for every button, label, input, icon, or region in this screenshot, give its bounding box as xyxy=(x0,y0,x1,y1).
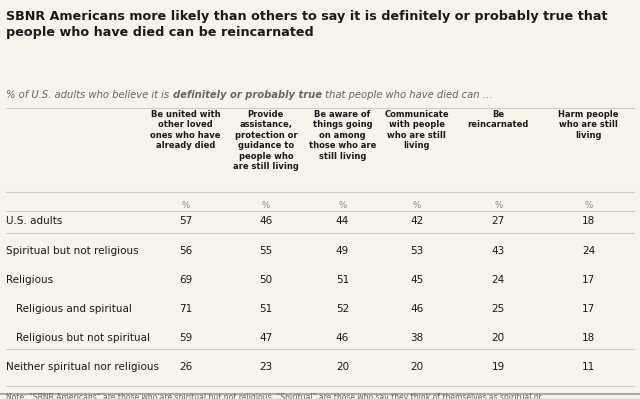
Text: 52: 52 xyxy=(336,304,349,314)
Text: 69: 69 xyxy=(179,275,192,285)
Text: 23: 23 xyxy=(259,362,273,372)
Text: Religious but not spiritual: Religious but not spiritual xyxy=(16,333,150,343)
Text: 18: 18 xyxy=(582,216,595,227)
Text: Be aware of
things going
on among
those who are
still living: Be aware of things going on among those … xyxy=(309,110,376,161)
Text: Religious and spiritual: Religious and spiritual xyxy=(16,304,132,314)
Text: Spiritual but not religious: Spiritual but not religious xyxy=(6,245,139,256)
Text: 20: 20 xyxy=(410,362,423,372)
Text: 42: 42 xyxy=(410,216,423,227)
Text: 19: 19 xyxy=(492,362,505,372)
Text: Harm people
who are still
living: Harm people who are still living xyxy=(558,110,619,140)
Text: 26: 26 xyxy=(179,362,192,372)
Text: 53: 53 xyxy=(410,245,423,256)
Text: 56: 56 xyxy=(179,245,192,256)
Text: 44: 44 xyxy=(336,216,349,227)
Text: 24: 24 xyxy=(582,245,595,256)
Text: %: % xyxy=(182,201,189,211)
Text: Communicate
with people
who are still
living: Communicate with people who are still li… xyxy=(385,110,449,150)
Text: Be
reincarnated: Be reincarnated xyxy=(468,110,529,129)
Text: 45: 45 xyxy=(410,275,423,285)
Text: 25: 25 xyxy=(492,304,505,314)
Text: 46: 46 xyxy=(410,304,423,314)
Text: 57: 57 xyxy=(179,216,192,227)
Text: %: % xyxy=(494,201,502,211)
Text: 24: 24 xyxy=(492,275,505,285)
Text: that people who have died can …: that people who have died can … xyxy=(322,90,492,100)
Text: 46: 46 xyxy=(336,333,349,343)
Text: 17: 17 xyxy=(582,275,595,285)
Text: 49: 49 xyxy=(336,245,349,256)
Text: 51: 51 xyxy=(336,275,349,285)
Text: 38: 38 xyxy=(410,333,423,343)
Text: 50: 50 xyxy=(259,275,273,285)
Text: 47: 47 xyxy=(259,333,273,343)
Text: 20: 20 xyxy=(336,362,349,372)
Text: %: % xyxy=(262,201,270,211)
Text: definitely or probably true: definitely or probably true xyxy=(173,90,322,100)
Text: %: % xyxy=(339,201,347,211)
Text: 20: 20 xyxy=(492,333,505,343)
Text: Provide
assistance,
protection or
guidance to
people who
are still living: Provide assistance, protection or guidan… xyxy=(233,110,299,172)
Text: 27: 27 xyxy=(492,216,505,227)
Text: Be united with
other loved
ones who have
already died: Be united with other loved ones who have… xyxy=(150,110,221,150)
Text: 59: 59 xyxy=(179,333,192,343)
Text: 17: 17 xyxy=(582,304,595,314)
Text: Note: “SBNR Americans” are those who are spiritual but not religious. “Spiritual: Note: “SBNR Americans” are those who are… xyxy=(6,393,542,399)
Text: Neither spiritual nor religious: Neither spiritual nor religious xyxy=(6,362,159,372)
Text: 46: 46 xyxy=(259,216,273,227)
Text: % of U.S. adults who believe it is: % of U.S. adults who believe it is xyxy=(6,90,173,100)
Text: 71: 71 xyxy=(179,304,192,314)
Text: 55: 55 xyxy=(259,245,273,256)
Text: SBNR Americans more likely than others to say it is definitely or probably true : SBNR Americans more likely than others t… xyxy=(6,10,608,39)
Text: U.S. adults: U.S. adults xyxy=(6,216,63,227)
Text: %: % xyxy=(584,201,593,211)
Text: Religious: Religious xyxy=(6,275,54,285)
Text: 51: 51 xyxy=(259,304,273,314)
Text: 43: 43 xyxy=(492,245,505,256)
Text: 11: 11 xyxy=(582,362,595,372)
Text: 18: 18 xyxy=(582,333,595,343)
Text: %: % xyxy=(413,201,421,211)
